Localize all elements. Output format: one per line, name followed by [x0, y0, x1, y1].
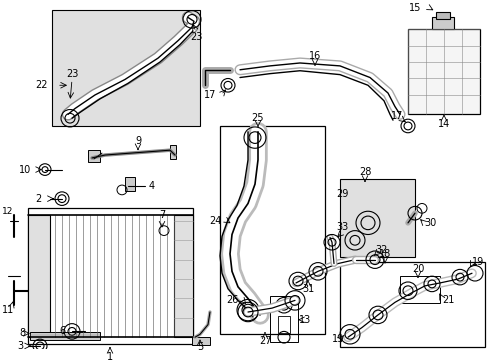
Bar — [220, 126, 325, 334]
Text: 21: 21 — [441, 296, 453, 305]
Text: 23: 23 — [189, 32, 202, 42]
Bar — [269, 296, 297, 342]
Text: 8: 8 — [19, 328, 25, 338]
Text: 1: 1 — [107, 352, 113, 360]
Bar — [407, 29, 479, 114]
Text: 16: 16 — [308, 51, 321, 61]
Text: 18: 18 — [378, 249, 390, 259]
Bar — [30, 332, 100, 340]
Text: 9: 9 — [135, 136, 141, 147]
Text: 19: 19 — [331, 334, 344, 344]
Text: 2: 2 — [35, 194, 41, 204]
Text: 17: 17 — [390, 111, 403, 121]
Text: 12: 12 — [2, 207, 14, 216]
Text: 7: 7 — [159, 210, 165, 220]
Text: 17: 17 — [203, 90, 216, 100]
Bar — [399, 276, 439, 303]
Text: 23: 23 — [66, 69, 78, 78]
Bar — [88, 150, 100, 162]
Text: 14: 14 — [437, 119, 449, 129]
Text: 22: 22 — [36, 80, 48, 90]
Bar — [28, 208, 193, 344]
Text: 4: 4 — [149, 181, 155, 191]
Text: 10: 10 — [19, 165, 31, 175]
Text: 20: 20 — [411, 264, 423, 274]
Text: 31: 31 — [301, 284, 313, 294]
Bar — [431, 17, 453, 29]
Bar — [339, 179, 414, 257]
Bar — [174, 215, 193, 337]
Text: 30: 30 — [423, 218, 435, 228]
Text: 19: 19 — [471, 257, 483, 267]
Text: 29: 29 — [335, 189, 347, 199]
Text: 13: 13 — [298, 315, 310, 325]
Text: 6: 6 — [59, 327, 65, 336]
Bar — [192, 337, 209, 345]
Text: 3: 3 — [17, 341, 23, 351]
Text: 25: 25 — [251, 113, 264, 123]
Text: 32: 32 — [375, 245, 387, 255]
Bar — [278, 316, 289, 333]
Text: 24: 24 — [208, 216, 221, 226]
Text: 28: 28 — [358, 167, 370, 177]
Bar — [125, 177, 135, 191]
Bar — [435, 12, 449, 19]
Text: 11: 11 — [2, 305, 14, 315]
Text: 5: 5 — [197, 342, 203, 352]
Bar — [339, 262, 484, 347]
Bar — [52, 10, 200, 126]
Bar — [28, 215, 50, 337]
Text: 27: 27 — [258, 336, 271, 346]
Bar — [170, 145, 176, 159]
Text: 33: 33 — [335, 222, 347, 232]
Text: 15: 15 — [408, 3, 420, 13]
Text: 26: 26 — [225, 296, 238, 305]
